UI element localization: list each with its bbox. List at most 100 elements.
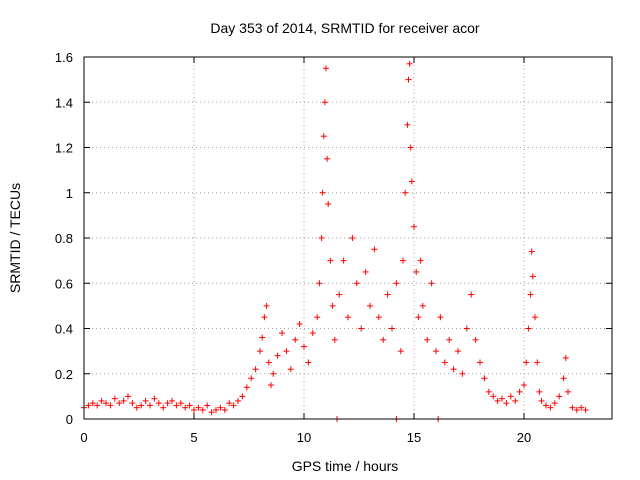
data-point <box>305 359 312 366</box>
data-point <box>239 393 246 400</box>
data-point <box>292 336 299 343</box>
data-point <box>543 402 549 409</box>
data-point <box>320 133 327 140</box>
data-point <box>316 280 323 287</box>
data-point <box>527 291 534 298</box>
data-point <box>582 406 589 413</box>
data-point <box>417 257 424 264</box>
data-point <box>367 302 373 309</box>
data-point <box>349 235 356 241</box>
data-point <box>235 397 241 404</box>
y-axis-title: SRMTID / TECUs <box>7 183 23 293</box>
data-point <box>556 393 563 400</box>
data-point <box>441 359 448 366</box>
chart-title: Day 353 of 2014, SRMTID for receiver aco… <box>210 20 480 36</box>
data-point <box>562 354 569 361</box>
data-point <box>472 336 479 343</box>
data-point <box>107 402 114 409</box>
grid-lines <box>84 57 612 419</box>
data-point <box>151 395 158 402</box>
data-point <box>329 302 336 309</box>
data-point <box>261 314 268 321</box>
data-point <box>257 348 263 355</box>
data-point <box>405 76 412 83</box>
data-point <box>336 291 343 298</box>
data-point <box>116 400 123 407</box>
y-axis-tick-labels: 0 0.2 0.4 0.6 0.8 1 1.2 1.4 1.6 <box>55 50 73 427</box>
data-point <box>133 404 140 411</box>
data-point <box>406 60 413 67</box>
data-point <box>569 404 576 411</box>
data-point <box>147 402 153 409</box>
data-point <box>191 406 197 413</box>
data-point <box>415 314 422 321</box>
data-point <box>400 257 406 264</box>
data-point <box>204 402 211 409</box>
data-point <box>125 393 131 400</box>
data-point <box>411 223 417 230</box>
data-point <box>111 395 118 402</box>
data-point <box>551 400 558 407</box>
data-point <box>325 201 332 208</box>
data-point <box>345 314 351 321</box>
y-tick-label: 0.8 <box>55 231 73 246</box>
data-point <box>353 280 360 287</box>
data-point <box>98 397 105 404</box>
data-point <box>490 393 497 400</box>
data-point <box>523 359 530 366</box>
data-point <box>252 366 259 373</box>
data-point <box>536 388 543 395</box>
data-point <box>327 257 334 264</box>
x-tick-label: 0 <box>80 430 87 445</box>
data-point <box>507 393 514 400</box>
data-point <box>296 320 303 327</box>
data-point <box>516 388 523 395</box>
data-point <box>318 235 325 241</box>
data-point <box>459 370 466 377</box>
data-point <box>358 325 365 332</box>
data-point <box>182 404 189 411</box>
y-tick-label: 0.2 <box>55 367 73 382</box>
data-point <box>230 402 237 409</box>
data-point <box>481 375 488 382</box>
data-point <box>375 314 382 321</box>
y-tick-label: 1.2 <box>55 141 73 156</box>
data-point <box>532 314 538 321</box>
data-point <box>270 370 277 377</box>
data-point <box>268 382 274 389</box>
data-point <box>371 246 378 253</box>
data-point <box>155 400 162 407</box>
data-point <box>407 144 414 151</box>
data-point <box>446 336 453 343</box>
data-point <box>450 366 457 373</box>
data-point <box>560 375 567 382</box>
data-point <box>120 397 127 404</box>
data-point <box>340 257 347 264</box>
axis-ticks <box>83 56 612 420</box>
data-point <box>525 325 532 332</box>
data-point <box>173 402 180 409</box>
x-tick-label: 10 <box>297 430 311 445</box>
data-point <box>499 395 505 402</box>
data-point <box>103 400 109 407</box>
data-point <box>287 366 294 373</box>
data-point <box>213 406 219 413</box>
data-point <box>226 400 233 407</box>
data-point <box>319 189 326 196</box>
x-axis-tick-labels: 0 5 10 15 20 <box>80 430 531 445</box>
data-point <box>529 273 536 280</box>
x-axis-title: GPS time / hours <box>292 458 399 474</box>
data-point <box>503 400 510 407</box>
data-point <box>380 336 387 343</box>
data-point <box>565 388 571 395</box>
data-point <box>397 348 404 355</box>
data-point <box>279 330 285 337</box>
y-tick-label: 0.6 <box>55 276 73 291</box>
data-point <box>208 409 215 416</box>
data-point <box>437 314 444 321</box>
data-point <box>323 65 329 72</box>
data-point <box>221 406 228 413</box>
data-point <box>169 397 175 404</box>
data-point <box>85 402 92 409</box>
data-point <box>186 402 193 409</box>
